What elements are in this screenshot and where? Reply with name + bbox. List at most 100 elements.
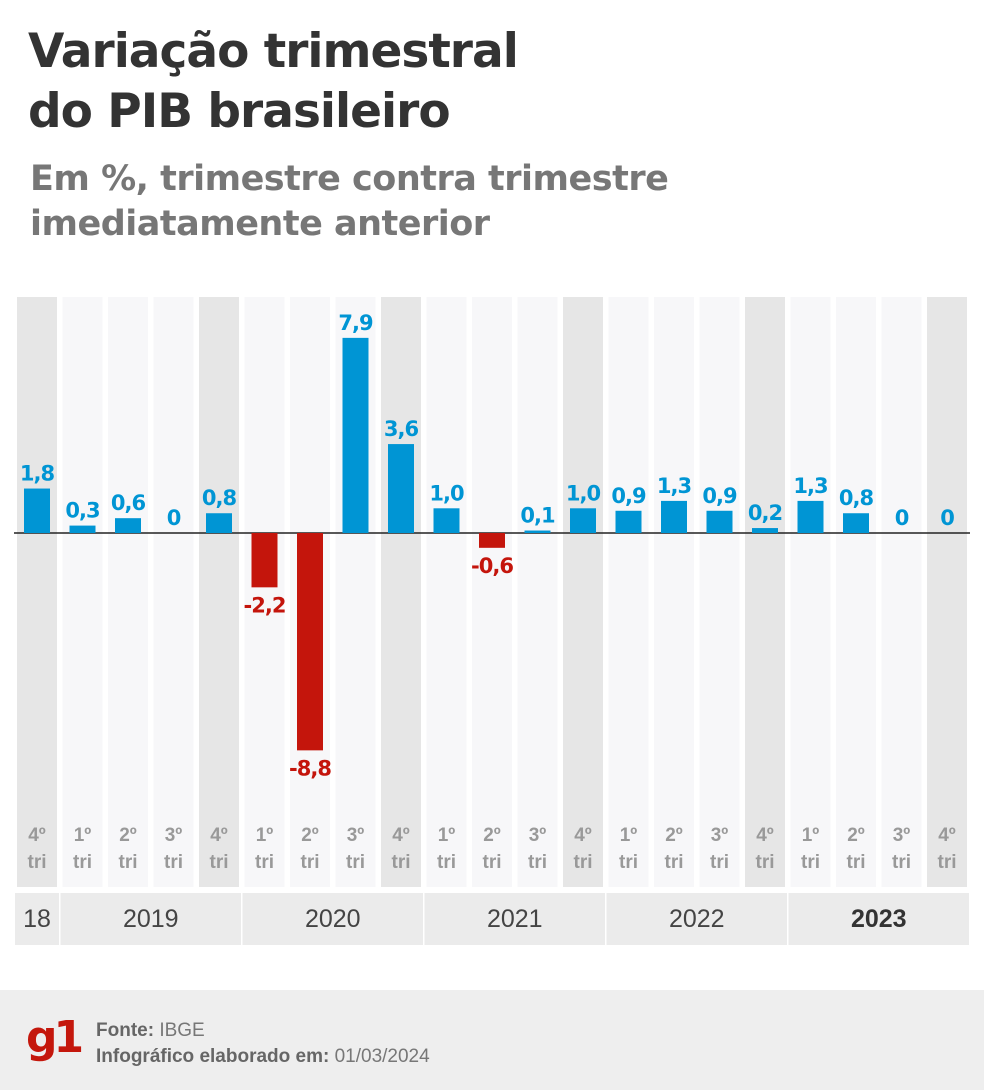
column-background	[199, 297, 239, 887]
year-label: 2021	[487, 905, 543, 933]
column-background	[745, 297, 785, 887]
column-background	[153, 297, 194, 887]
column-background	[472, 297, 512, 887]
year-band	[606, 893, 787, 945]
data-label: 0	[940, 506, 954, 530]
subtitle-line-1: Em %, trimestre contra trimestre	[30, 159, 669, 199]
quarter-label: 3º	[893, 825, 911, 846]
quarter-label-suffix: tri	[574, 852, 593, 873]
source-info: Fonte: IBGE Infográfico elaborado em: 01…	[96, 1018, 430, 1070]
quarter-label-suffix: tri	[164, 852, 183, 873]
bar-chart: 1,8 4º tri 0,3 1º tri 0,6 2º tri 0 3º tri 0,8 4º tri -2…	[14, 297, 970, 945]
quarter-label-suffix: tri	[528, 852, 547, 873]
data-label: 0,9	[702, 484, 737, 508]
title-line-2: do PIB brasileiro	[28, 84, 451, 139]
bar	[69, 525, 96, 533]
data-label: 1,0	[429, 481, 464, 505]
quarter-label-suffix: tri	[255, 852, 274, 873]
quarter-label-suffix: tri	[710, 852, 729, 873]
quarter-label-suffix: tri	[119, 852, 138, 873]
quarter-label-suffix: tri	[346, 852, 365, 873]
quarter-label: 2º	[483, 825, 501, 846]
quarter-label-suffix: tri	[210, 852, 229, 873]
quarter-label: 2º	[665, 825, 683, 846]
quarter-label: 1º	[256, 825, 274, 846]
quarter-label-suffix: tri	[437, 852, 456, 873]
quarter-label: 2º	[119, 825, 137, 846]
quarter-label-suffix: tri	[847, 852, 866, 873]
quarter-label: 1º	[438, 825, 456, 846]
year-label: 18	[23, 905, 51, 933]
data-label: 1,8	[20, 462, 55, 486]
quarter-label: 4º	[210, 825, 228, 846]
column-background	[881, 297, 922, 887]
quarter-label: 4º	[28, 825, 46, 846]
quarter-label-suffix: tri	[619, 852, 638, 873]
data-label: 3,6	[384, 417, 419, 441]
data-label: 0	[895, 506, 909, 530]
quarter-label-suffix: tri	[756, 852, 775, 873]
year-band	[15, 893, 59, 945]
quarter-label-suffix: tri	[73, 852, 92, 873]
year-band	[424, 893, 605, 945]
column-background	[108, 297, 148, 887]
chart-subtitle: Em %, trimestre contra trimestre imediat…	[30, 157, 669, 247]
column-background	[699, 297, 740, 887]
data-label: 7,9	[338, 311, 373, 335]
column-background	[654, 297, 694, 887]
quarter-label: 1º	[620, 825, 638, 846]
bar	[342, 337, 369, 533]
quarter-label: 1º	[74, 825, 92, 846]
bar	[661, 500, 687, 533]
year-label: 2023	[851, 905, 907, 933]
bar	[615, 510, 642, 533]
column-background	[563, 297, 603, 887]
year-band	[60, 893, 241, 945]
column-background	[381, 297, 421, 887]
quarter-label: 2º	[847, 825, 865, 846]
year-label: 2022	[669, 905, 725, 933]
bar	[297, 533, 323, 751]
bar	[388, 444, 414, 533]
quarter-label: 3º	[347, 825, 365, 846]
quarter-label-suffix: tri	[938, 852, 957, 873]
quarter-label: 2º	[301, 825, 319, 846]
bar	[797, 500, 824, 533]
quarter-label-suffix: tri	[665, 852, 684, 873]
footer: g1 Fonte: IBGE Infográfico elaborado em:…	[0, 990, 984, 1090]
chart-title: Variação trimestral do PIB brasileiro	[28, 22, 519, 142]
quarter-label: 4º	[574, 825, 592, 846]
bar	[570, 508, 596, 533]
quarter-label-suffix: tri	[892, 852, 911, 873]
year-band	[242, 893, 423, 945]
bar	[206, 513, 232, 533]
bar	[843, 513, 869, 533]
year-label: 2020	[305, 905, 361, 933]
data-label: 1,3	[793, 474, 827, 498]
column-background	[608, 297, 649, 887]
bar	[706, 510, 733, 533]
date-value: 01/03/2024	[334, 1046, 430, 1067]
data-label: 0,8	[839, 486, 874, 510]
column-background	[426, 297, 467, 887]
data-label: 0,8	[202, 486, 237, 510]
data-label: 0,1	[520, 504, 555, 528]
quarter-label-suffix: tri	[392, 852, 411, 873]
source-label: Fonte:	[96, 1020, 155, 1041]
quarter-label: 1º	[802, 825, 820, 846]
bar	[24, 488, 50, 533]
subtitle-line-2: imediatamente anterior	[30, 204, 490, 244]
column-background	[836, 297, 876, 887]
data-label: 0	[167, 506, 181, 530]
column-background	[62, 297, 103, 887]
data-label: -8,8	[289, 756, 331, 780]
data-label: 1,0	[566, 481, 601, 505]
bar	[115, 518, 141, 533]
year-band	[788, 893, 969, 945]
data-label: 0,6	[111, 491, 146, 515]
quarter-label-suffix: tri	[483, 852, 502, 873]
quarter-label-suffix: tri	[28, 852, 47, 873]
data-label: -2,2	[244, 593, 286, 617]
source-value: IBGE	[159, 1020, 205, 1041]
